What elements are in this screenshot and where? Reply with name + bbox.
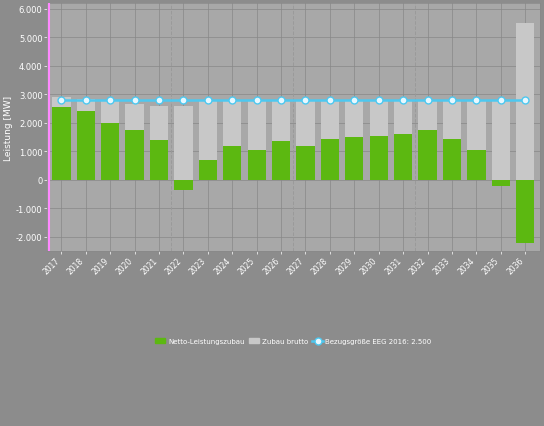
Bezugsgröße EEG 2016: 2.500: (19, 2.8e+03): 2.500: (19, 2.8e+03) [522,98,528,104]
Bar [516,181,534,243]
Bar [126,105,144,181]
Bar [199,102,217,181]
Bar [321,101,339,181]
Bar [369,136,388,181]
Bar [174,181,193,190]
Bar [443,139,461,181]
Bar [418,101,437,181]
Bar [296,101,314,181]
Bezugsgröße EEG 2016: 2.500: (12, 2.8e+03): 2.500: (12, 2.8e+03) [351,98,357,104]
Bar [150,106,168,181]
Bezugsgröße EEG 2016: 2.500: (9, 2.8e+03): 2.500: (9, 2.8e+03) [278,98,285,104]
Y-axis label: Leistung [MW]: Leistung [MW] [4,95,13,160]
Bezugsgröße EEG 2016: 2.500: (18, 2.8e+03): 2.500: (18, 2.8e+03) [498,98,504,104]
Bar [272,142,290,181]
Bezugsgröße EEG 2016: 2.500: (15, 2.8e+03): 2.500: (15, 2.8e+03) [424,98,431,104]
Bezugsgröße EEG 2016: 2.500: (10, 2.8e+03): 2.500: (10, 2.8e+03) [302,98,309,104]
Bar [296,146,314,181]
Bar [101,124,119,181]
Bezugsgröße EEG 2016: 2.500: (1, 2.8e+03): 2.500: (1, 2.8e+03) [83,98,89,104]
Bezugsgröße EEG 2016: 2.500: (6, 2.8e+03): 2.500: (6, 2.8e+03) [205,98,211,104]
Bezugsgröße EEG 2016: 2.500: (0, 2.8e+03): 2.500: (0, 2.8e+03) [58,98,65,104]
Bar [321,139,339,181]
Bar [345,138,363,181]
Bezugsgröße EEG 2016: 2.500: (17, 2.8e+03): 2.500: (17, 2.8e+03) [473,98,480,104]
Bar [248,150,266,181]
Bar [443,101,461,181]
Bar [492,181,510,186]
Bar [52,108,71,181]
Bezugsgröße EEG 2016: 2.500: (13, 2.8e+03): 2.500: (13, 2.8e+03) [375,98,382,104]
Bezugsgröße EEG 2016: 2.500: (3, 2.8e+03): 2.500: (3, 2.8e+03) [131,98,138,104]
Bar [101,102,119,181]
Bar [467,150,485,181]
Bezugsgröße EEG 2016: 2.500: (7, 2.8e+03): 2.500: (7, 2.8e+03) [229,98,236,104]
Bar [418,131,437,181]
Bar [492,101,510,181]
Bezugsgröße EEG 2016: 2.500: (16, 2.8e+03): 2.500: (16, 2.8e+03) [449,98,455,104]
Bezugsgröße EEG 2016: 2.500: (4, 2.8e+03): 2.500: (4, 2.8e+03) [156,98,162,104]
Bezugsgröße EEG 2016: 2.500: (14, 2.8e+03): 2.500: (14, 2.8e+03) [400,98,406,104]
Bar [223,102,242,181]
Bar [345,101,363,181]
Bar [394,135,412,181]
Bar [126,131,144,181]
Bezugsgröße EEG 2016: 2.500: (5, 2.8e+03): 2.500: (5, 2.8e+03) [180,98,187,104]
Legend: Netto-Leistungszubau, Zubau brutto, Bezugsgröße EEG 2016: 2.500: Netto-Leistungszubau, Zubau brutto, Bezu… [152,335,435,347]
Bezugsgröße EEG 2016: 2.500: (11, 2.8e+03): 2.500: (11, 2.8e+03) [326,98,333,104]
Line: Bezugsgröße EEG 2016: 2.500: Bezugsgröße EEG 2016: 2.500 [58,98,529,104]
Bar [272,101,290,181]
Bar [223,146,242,181]
Bar [150,141,168,181]
Bar [174,106,193,181]
Bar [394,101,412,181]
Bar [77,112,95,181]
Bar [77,99,95,181]
Bar [248,102,266,181]
Bezugsgröße EEG 2016: 2.500: (8, 2.8e+03): 2.500: (8, 2.8e+03) [254,98,260,104]
Bar [52,98,71,181]
Bar [369,101,388,181]
Bar [467,101,485,181]
Bezugsgröße EEG 2016: 2.500: (2, 2.8e+03): 2.500: (2, 2.8e+03) [107,98,114,104]
Bar [516,24,534,181]
Bar [199,161,217,181]
